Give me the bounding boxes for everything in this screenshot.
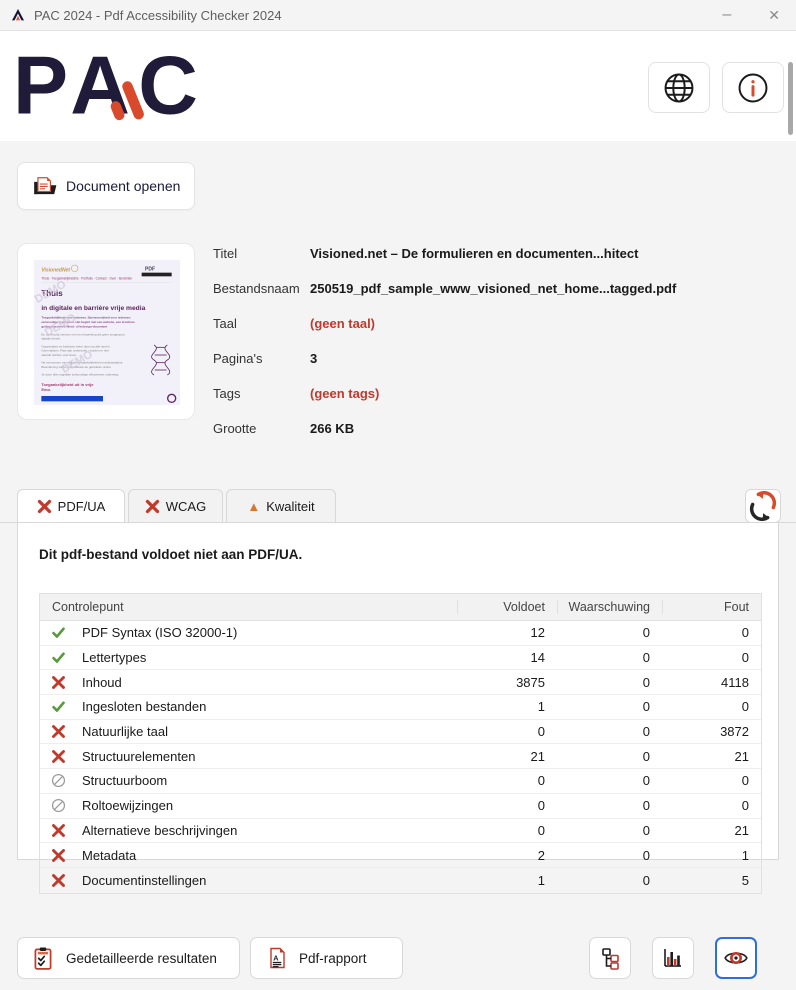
svg-text:VisionedNet: VisionedNet bbox=[41, 267, 70, 273]
svg-text:in digitale en barrière vrije: in digitale en barrière vrije media bbox=[41, 305, 145, 312]
svg-text:Toegankelijkheid voor iedereen: Toegankelijkheid voor iedereen. Barriere… bbox=[41, 316, 131, 320]
svg-text:Je doen alle mogelijke toekoms: Je doen alle mogelijke toekomstige effec… bbox=[41, 373, 118, 377]
svg-text:Toegankelijkheid uit in vrije: Toegankelijkheid uit in vrije bbox=[41, 382, 94, 387]
svg-text:A: A bbox=[273, 954, 279, 963]
svg-text:Organisaties en bedrijven bete: Organisaties en bedrijven beter doen op … bbox=[41, 344, 110, 348]
svg-text:PAC: PAC bbox=[13, 41, 206, 131]
svg-text:Thuis · Toegankelijkheidhs · P: Thuis · Toegankelijkheidhs · Portfolio ·… bbox=[41, 276, 132, 280]
svg-text:PDF: PDF bbox=[145, 267, 155, 273]
svg-text:Emo.: Emo. bbox=[41, 387, 51, 392]
svg-text:waarde hebben veel leven: waarde hebben veel leven bbox=[41, 353, 76, 357]
svg-text:Informatisten. Past aan onderz: Informatisten. Past aan onderzoek - word… bbox=[41, 349, 109, 353]
